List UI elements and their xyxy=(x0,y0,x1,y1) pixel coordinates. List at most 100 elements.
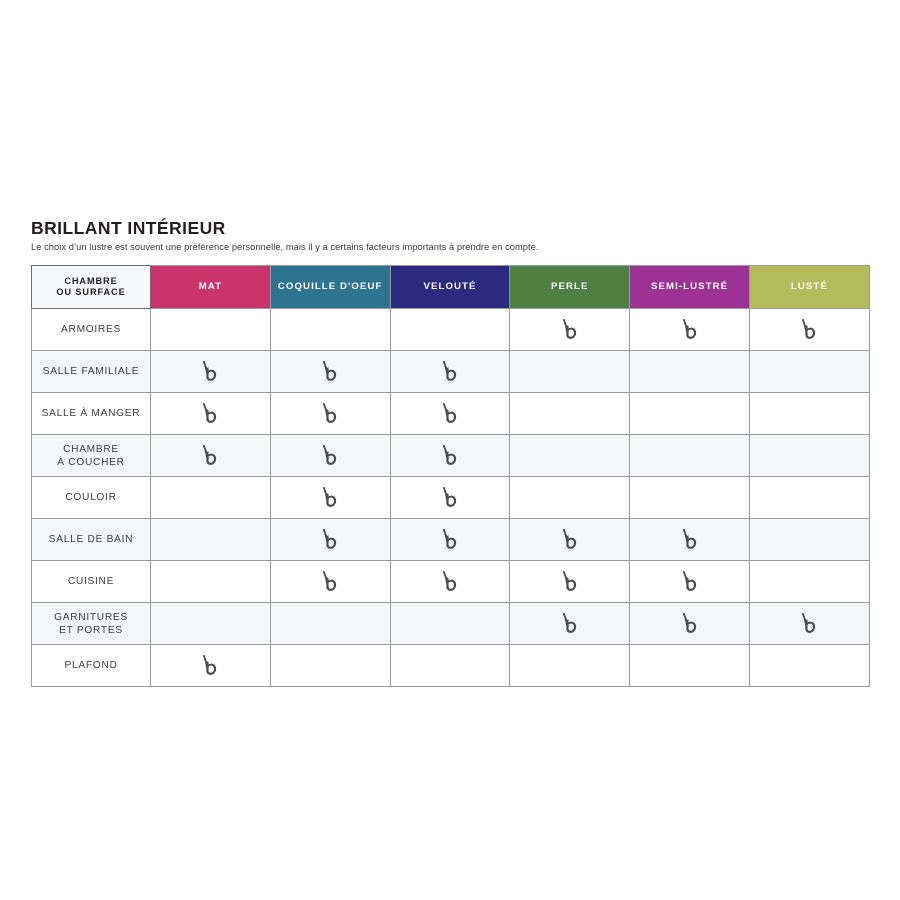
cell-empty xyxy=(629,644,750,688)
cell-marked xyxy=(389,560,511,604)
check-mark-icon xyxy=(322,486,338,510)
table-row: SALLE FAMILIALE xyxy=(31,350,870,394)
column-header-velout: VELOUTÉ xyxy=(389,265,511,310)
check-mark-icon xyxy=(322,402,338,426)
row-label-text-line2: À COUCHER xyxy=(57,456,125,468)
cell-empty xyxy=(629,476,750,520)
row-label-chambre: CHAMBRE À COUCHER xyxy=(31,434,151,478)
row-label-text: SALLE DE BAIN xyxy=(48,534,134,546)
cell-empty xyxy=(748,644,870,688)
row-label-salle-familiale: SALLE FAMILIALE xyxy=(31,350,151,394)
cell-empty xyxy=(748,518,870,562)
check-mark-icon xyxy=(801,318,817,342)
cell-empty xyxy=(509,434,631,478)
cell-empty xyxy=(269,602,391,646)
check-mark-icon xyxy=(202,654,218,678)
column-header-label-line2: OU SURFACE xyxy=(56,287,126,298)
column-header-label: CHAMBRE xyxy=(64,275,118,286)
column-header-semi-lustr: SEMI-LUSTRÉ xyxy=(629,265,750,310)
cell-empty xyxy=(150,560,271,604)
cell-empty xyxy=(748,350,870,394)
interior-gloss-table: CHAMBRE OU SURFACE MAT COQUILLE D'OEUF VELOU… xyxy=(31,265,870,688)
cell-empty xyxy=(748,476,870,520)
column-header-mat: MAT xyxy=(150,265,271,310)
row-label-armoires: ARMOIRES xyxy=(31,308,151,352)
row-label-text: SALLE FAMILIALE xyxy=(42,366,140,378)
cell-empty xyxy=(389,602,511,646)
check-mark-icon xyxy=(202,360,218,384)
cell-marked xyxy=(150,350,271,394)
cell-empty xyxy=(748,434,870,478)
cell-marked xyxy=(269,392,391,436)
cell-empty xyxy=(509,476,631,520)
row-label-text: CHAMBRE xyxy=(63,443,119,455)
cell-marked xyxy=(509,602,631,646)
table-row: SALLE DE BAIN xyxy=(31,518,870,562)
column-header-lust: LUSTÉ xyxy=(748,265,870,310)
cell-empty xyxy=(748,392,870,436)
table-row: SALLE À MANGER xyxy=(31,392,870,436)
cell-empty xyxy=(748,560,870,604)
cell-marked xyxy=(509,560,631,604)
column-header-label: VELOUTÉ xyxy=(423,281,477,293)
check-mark-icon xyxy=(202,402,218,426)
check-mark-icon xyxy=(322,570,338,594)
table-row: PLAFOND xyxy=(31,644,870,688)
check-mark-icon xyxy=(442,402,458,426)
row-label-text: GARNITURES xyxy=(54,611,128,623)
table-row: ARMOIRES xyxy=(31,308,870,352)
column-header-label: SEMI-LUSTRÉ xyxy=(651,281,729,293)
row-label-cuisine: CUISINE xyxy=(31,560,151,604)
cell-marked xyxy=(389,392,511,436)
row-label-salle-a-manger: SALLE À MANGER xyxy=(31,392,151,436)
cell-empty xyxy=(629,350,750,394)
column-header-label: MAT xyxy=(198,281,223,293)
column-header-label: COQUILLE D'OEUF xyxy=(277,281,383,293)
check-mark-icon xyxy=(682,318,698,342)
row-label-salle-de-bain: SALLE DE BAIN xyxy=(31,518,151,562)
cell-empty xyxy=(269,644,391,688)
cell-marked xyxy=(269,434,391,478)
cell-empty xyxy=(509,644,631,688)
row-label-plafond: PLAFOND xyxy=(31,644,151,688)
column-header-coquille-doeuf: COQUILLE D'OEUF xyxy=(269,265,391,310)
check-mark-icon xyxy=(682,612,698,636)
row-label-garnitures: GARNITURES ET PORTES xyxy=(31,602,151,646)
cell-marked xyxy=(389,518,511,562)
table-row: CUISINE xyxy=(31,560,870,604)
table-row: GARNITURES ET PORTES xyxy=(31,602,870,646)
cell-marked xyxy=(629,308,750,352)
check-mark-icon xyxy=(322,444,338,468)
check-mark-icon xyxy=(322,360,338,384)
cell-empty xyxy=(150,518,271,562)
cell-marked xyxy=(389,476,511,520)
cell-marked xyxy=(629,518,750,562)
check-mark-icon xyxy=(442,360,458,384)
check-mark-icon xyxy=(202,444,218,468)
cell-marked xyxy=(150,644,271,688)
check-mark-icon xyxy=(562,318,578,342)
page-subtitle: Le choix d’un lustre est souvent une pré… xyxy=(31,242,539,253)
cell-marked xyxy=(389,434,511,478)
cell-empty xyxy=(150,476,271,520)
column-header-label: PERLE xyxy=(551,281,589,293)
cell-marked xyxy=(389,350,511,394)
row-label-text: SALLE À MANGER xyxy=(41,408,141,420)
cell-empty xyxy=(389,644,511,688)
row-label-text: COULOIR xyxy=(65,492,117,504)
row-label-text: ARMOIRES xyxy=(61,324,121,336)
column-header-label: LUSTÉ xyxy=(790,281,828,293)
table-row: CHAMBRE À COUCHER xyxy=(31,434,870,478)
cell-marked xyxy=(629,602,750,646)
cell-marked xyxy=(150,392,271,436)
cell-marked xyxy=(269,560,391,604)
check-mark-icon xyxy=(682,570,698,594)
check-mark-icon xyxy=(322,528,338,552)
check-mark-icon xyxy=(442,528,458,552)
row-label-text: CUISINE xyxy=(67,576,115,588)
check-mark-icon xyxy=(562,528,578,552)
row-label-text: PLAFOND xyxy=(64,660,118,672)
check-mark-icon xyxy=(562,570,578,594)
table-row: COULOIR xyxy=(31,476,870,520)
cell-empty xyxy=(509,392,631,436)
